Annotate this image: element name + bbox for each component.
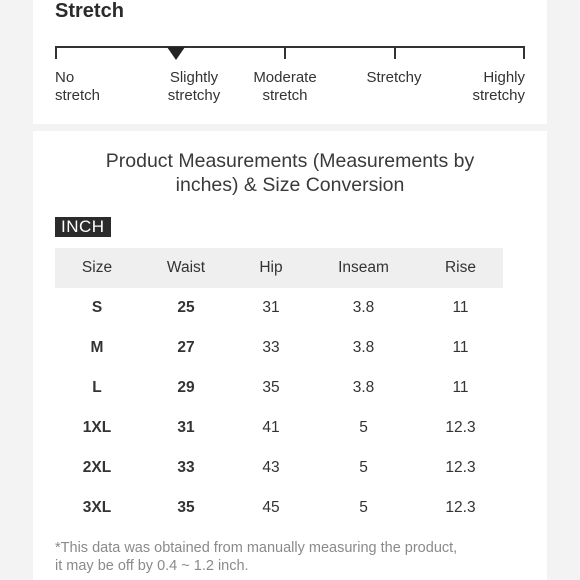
cell-rise: 12.3 <box>445 499 476 516</box>
stretch-tick <box>284 46 286 59</box>
cell-rise: 12.3 <box>445 459 476 476</box>
size-table: Size Waist Hip Inseam Rise S 25 31 3.8 1… <box>55 248 503 528</box>
table-row: L 29 35 3.8 11 <box>55 368 503 408</box>
stretch-tick <box>523 46 525 59</box>
cell-hip: 33 <box>262 339 280 356</box>
stretch-level-highly: Highly stretchy <box>472 69 525 104</box>
stretch-pointer-icon <box>167 47 185 60</box>
stretch-title: Stretch <box>55 0 124 22</box>
stretch-level-moderate: Moderate stretch <box>253 69 317 104</box>
stretch-level-no: No stretch <box>55 69 101 104</box>
table-row: M 27 33 3.8 11 <box>55 328 503 368</box>
stretch-level-slightly: Slightly stretchy <box>167 69 221 104</box>
cell-size: M <box>90 339 104 356</box>
cell-rise: 11 <box>452 379 469 396</box>
header-hip: Hip <box>259 259 283 276</box>
cell-size: 3XL <box>82 499 112 516</box>
header-size: Size <box>81 259 113 276</box>
cell-waist: 29 <box>177 379 195 396</box>
cell-waist: 31 <box>177 419 195 436</box>
table-row: 3XL 35 45 5 12.3 <box>55 488 503 528</box>
stretch-tick <box>55 46 57 59</box>
table-header-row: Size Waist Hip Inseam Rise <box>55 248 503 288</box>
cell-inseam: 5 <box>359 499 368 516</box>
cell-rise: 11 <box>452 299 469 316</box>
cell-waist: 35 <box>177 499 195 516</box>
cell-waist: 33 <box>177 459 195 476</box>
cell-inseam: 3.8 <box>352 379 375 396</box>
table-row: 2XL 33 43 5 12.3 <box>55 448 503 488</box>
cell-rise: 12.3 <box>445 419 476 436</box>
cell-waist: 27 <box>177 339 195 356</box>
cell-inseam: 3.8 <box>352 299 375 316</box>
cell-size: 1XL <box>82 419 112 436</box>
cell-hip: 31 <box>262 299 280 316</box>
cell-rise: 11 <box>452 339 469 356</box>
stretch-level-stretchy: Stretchy <box>366 69 422 86</box>
cell-size: 2XL <box>82 459 112 476</box>
header-waist: Waist <box>166 259 206 276</box>
cell-hip: 35 <box>262 379 280 396</box>
measurement-footnote: *This data was obtained from manually me… <box>55 540 458 574</box>
measurements-section: Product Measurements (Measurements by in… <box>33 131 547 580</box>
cell-hip: 43 <box>262 459 280 476</box>
cell-waist: 25 <box>177 299 195 316</box>
cell-inseam: 5 <box>359 419 368 436</box>
table-row: S 25 31 3.8 11 <box>55 288 503 328</box>
cell-inseam: 5 <box>359 459 368 476</box>
cell-size: S <box>91 299 103 316</box>
stretch-tick <box>394 46 396 59</box>
unit-badge: INCH <box>55 217 111 237</box>
stretch-scale-line <box>55 46 525 48</box>
stretch-section: Stretch No stretch Slightly stretchy Mod… <box>33 0 547 124</box>
cell-size: L <box>92 379 102 396</box>
table-row: 1XL 31 41 5 12.3 <box>55 408 503 448</box>
cell-hip: 45 <box>262 499 280 516</box>
header-inseam: Inseam <box>338 259 389 276</box>
measurements-title: Product Measurements (Measurements by in… <box>105 150 475 196</box>
header-rise: Rise <box>444 259 476 276</box>
cell-hip: 41 <box>262 419 280 436</box>
cell-inseam: 3.8 <box>352 339 375 356</box>
